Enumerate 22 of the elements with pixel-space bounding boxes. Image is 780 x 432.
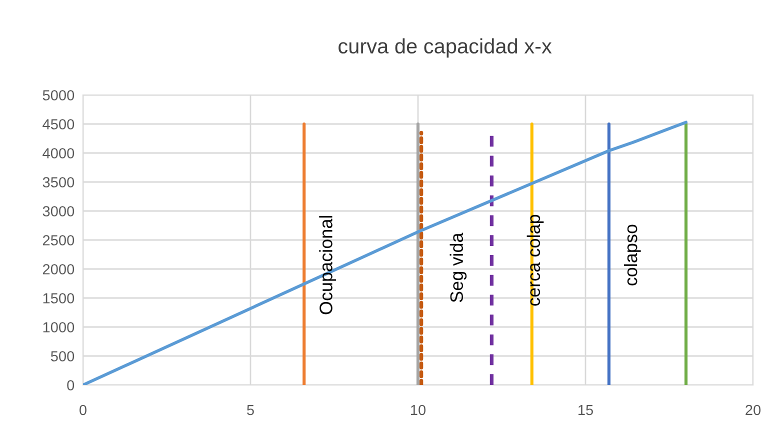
annotation: Ocupacional: [319, 216, 336, 314]
y-tick-label: 0: [67, 380, 74, 390]
y-tick-label: 2000: [42, 264, 74, 274]
annotation: cerca colap: [526, 214, 544, 306]
annotation: colapso: [624, 224, 641, 286]
y-tick-label: 500: [50, 351, 74, 362]
y-tick-label: 3000: [42, 206, 74, 216]
y-tick-label: 2500: [42, 235, 74, 246]
y-tick-label: 3500: [42, 177, 74, 188]
y-tick-label: 1000: [43, 322, 74, 332]
x-tick-label: 15: [578, 404, 593, 416]
chart-title: curva de capacidad x-x: [338, 38, 552, 58]
y-tick-label: 1500: [43, 293, 74, 304]
y-tick-label: 4000: [42, 148, 74, 158]
x-tick-label: 20: [746, 404, 761, 416]
line-series: [83, 120, 688, 385]
x-tick-label: 0: [80, 404, 86, 416]
y-tick-label: 4500: [42, 119, 74, 130]
annotation: Seg vida: [450, 232, 467, 302]
y-tick-label: 5000: [42, 90, 74, 100]
x-tick-label: 5: [247, 404, 254, 416]
x-tick-label: 10: [411, 404, 426, 416]
